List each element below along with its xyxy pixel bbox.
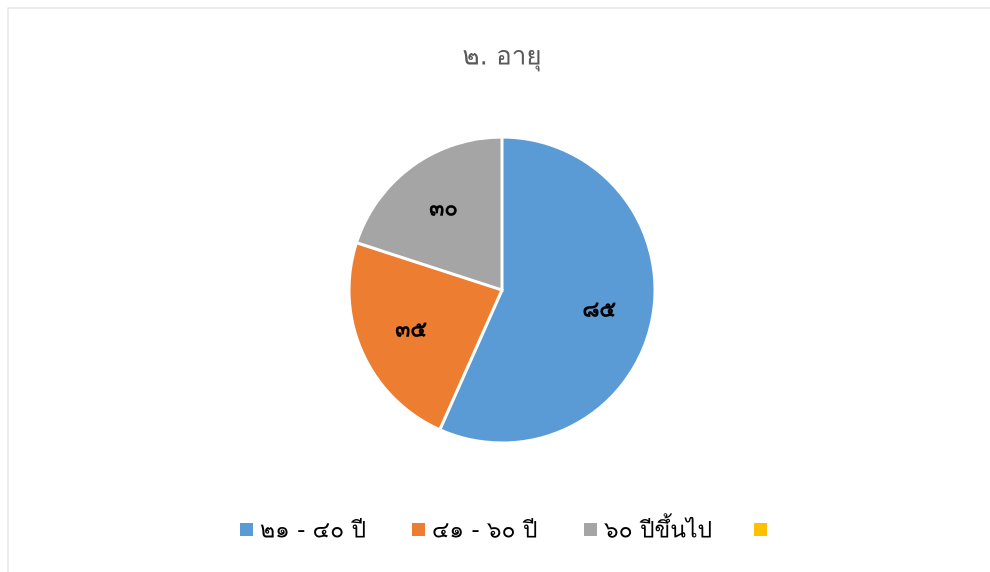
pie-slice [354,135,504,293]
legend-swatch [754,523,767,536]
data-label: ๘๕ [582,298,616,323]
legend-label: ๖๐ ปีขึ้นไป [604,514,712,544]
legend-swatch [240,523,253,536]
pie-slice [437,135,657,445]
pie-slice [347,240,505,432]
data-label: ๓๐ [429,197,457,222]
legend-label: ๔๑ - ๖๐ ปี [432,518,537,544]
legend-label: ๒๑ - ๔๐ ปี [260,518,366,544]
chart-title: ๒. อายุ [462,42,541,72]
legend-swatch [412,523,425,536]
legend-swatch [584,523,597,536]
data-label: ๓๕ [395,317,427,342]
